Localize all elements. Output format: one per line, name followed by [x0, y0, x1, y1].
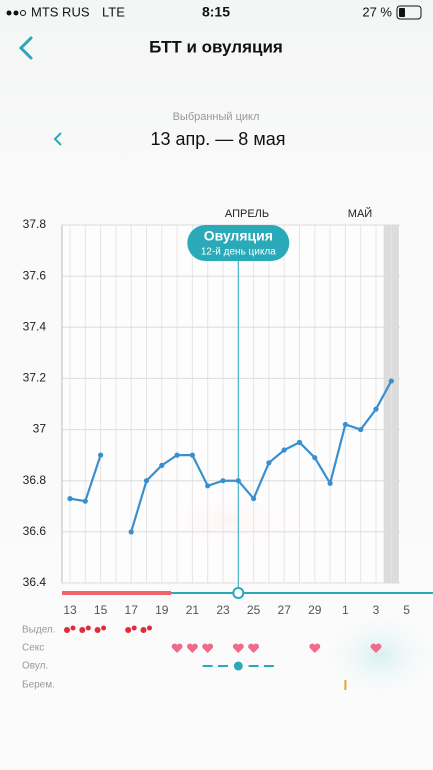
row-label: Секс [22, 643, 44, 654]
temperature-point [205, 483, 211, 489]
flow-icon [70, 625, 76, 631]
flow-icon [140, 627, 147, 633]
heart-icon [202, 643, 214, 653]
signal [13, 10, 19, 16]
ovulation-marker [232, 587, 245, 599]
y-tick-label: 37.6 [23, 268, 47, 282]
month-label: АПРЕЛЬ [225, 208, 269, 220]
temperature-point [128, 529, 134, 535]
plot-area [62, 225, 400, 583]
row-label: Выдел. [22, 625, 56, 636]
y-tick-label: 36.6 [23, 524, 47, 538]
battery-level [399, 8, 405, 17]
y-tick-label: 37 [33, 422, 47, 436]
flow-icon [64, 627, 70, 633]
temperature-point [388, 378, 394, 384]
temperature-point [251, 496, 257, 502]
heart-icon [171, 643, 183, 653]
temperature-point [174, 452, 180, 458]
ovulation-badge [187, 225, 290, 261]
x-tick-label: 13 [63, 603, 77, 617]
temperature-point [98, 452, 104, 458]
heart-icon [248, 643, 260, 653]
flow-icon [125, 627, 132, 633]
signal [6, 10, 12, 16]
temperature-point [312, 455, 318, 461]
y-tick-label: 36.4 [23, 575, 47, 589]
ovulation-subtitle: 12-й день цикла [201, 247, 276, 258]
temperature-point [342, 421, 348, 428]
page-title: БТТ и овуляция [149, 37, 283, 56]
heart-icon [232, 643, 244, 653]
signal [20, 10, 26, 16]
y-tick-label: 37.2 [23, 371, 47, 385]
temperature-point [189, 452, 195, 458]
row-label: Овул. [22, 661, 48, 672]
flow-icon [94, 627, 101, 633]
x-tick-label: 29 [308, 603, 322, 617]
heart-icon [309, 643, 321, 653]
temperature-point [327, 480, 333, 486]
temperature-point [266, 460, 272, 466]
carrier: MTS RUS [31, 4, 90, 19]
heart-icon [186, 643, 198, 653]
cycle-label: Выбранный цикл [173, 111, 260, 123]
temperature-point [159, 462, 165, 468]
ovulation-title: Овуляция [204, 228, 273, 244]
chart: 36.4 36.6 36.8 37 37.2 37.4 37.6 37.8 АПРЕЛЬ МАЙ О… [22, 207, 433, 691]
x-tick-label: 21 [186, 603, 200, 617]
flow-icon [131, 625, 137, 631]
temperature-point [373, 406, 379, 412]
flow-icon [79, 627, 86, 633]
status-bar: MTS RUS LTE 8:15 27 % [6, 4, 422, 20]
x-tick-label: 5 [403, 603, 410, 617]
y-tick-label: 37.8 [23, 217, 47, 231]
temperature-point [235, 478, 241, 484]
temperature-point [281, 447, 287, 453]
decor [320, 610, 433, 700]
battery-icon [396, 5, 422, 20]
temperature-point [67, 496, 73, 502]
heart-icon [370, 643, 382, 653]
temperature-point [220, 478, 226, 484]
cycle-range: 13 апр. — 8 мая [151, 129, 286, 149]
temperature-point [143, 478, 150, 484]
flow-icon [147, 625, 152, 631]
time: 8:15 [202, 4, 230, 20]
y-tick-label: 36.8 [23, 473, 47, 487]
ovulation-dot [233, 661, 243, 671]
flow-icon [85, 625, 91, 631]
temperature-point [82, 498, 88, 504]
temperature-point [358, 426, 364, 433]
temperature-point [296, 439, 303, 445]
back-button[interactable] [18, 36, 33, 60]
flow-icon [101, 625, 107, 631]
y-tick-label: 37.4 [23, 319, 47, 333]
battery-text: 27 % [362, 4, 392, 19]
x-tick-label: 3 [373, 603, 380, 617]
x-tick-label: 19 [155, 603, 169, 617]
x-tick-label: 25 [247, 603, 261, 617]
x-tick-label: 15 [94, 603, 108, 617]
month-label: МАЙ [348, 207, 372, 220]
network: LTE [102, 4, 125, 19]
x-tick-label: 17 [125, 603, 139, 617]
x-tick-label: 23 [216, 603, 230, 617]
row-label: Берем. [22, 680, 55, 691]
x-tick-label: 1 [342, 603, 349, 617]
prev-cycle[interactable] [53, 132, 62, 146]
x-tick-label: 27 [278, 603, 292, 617]
